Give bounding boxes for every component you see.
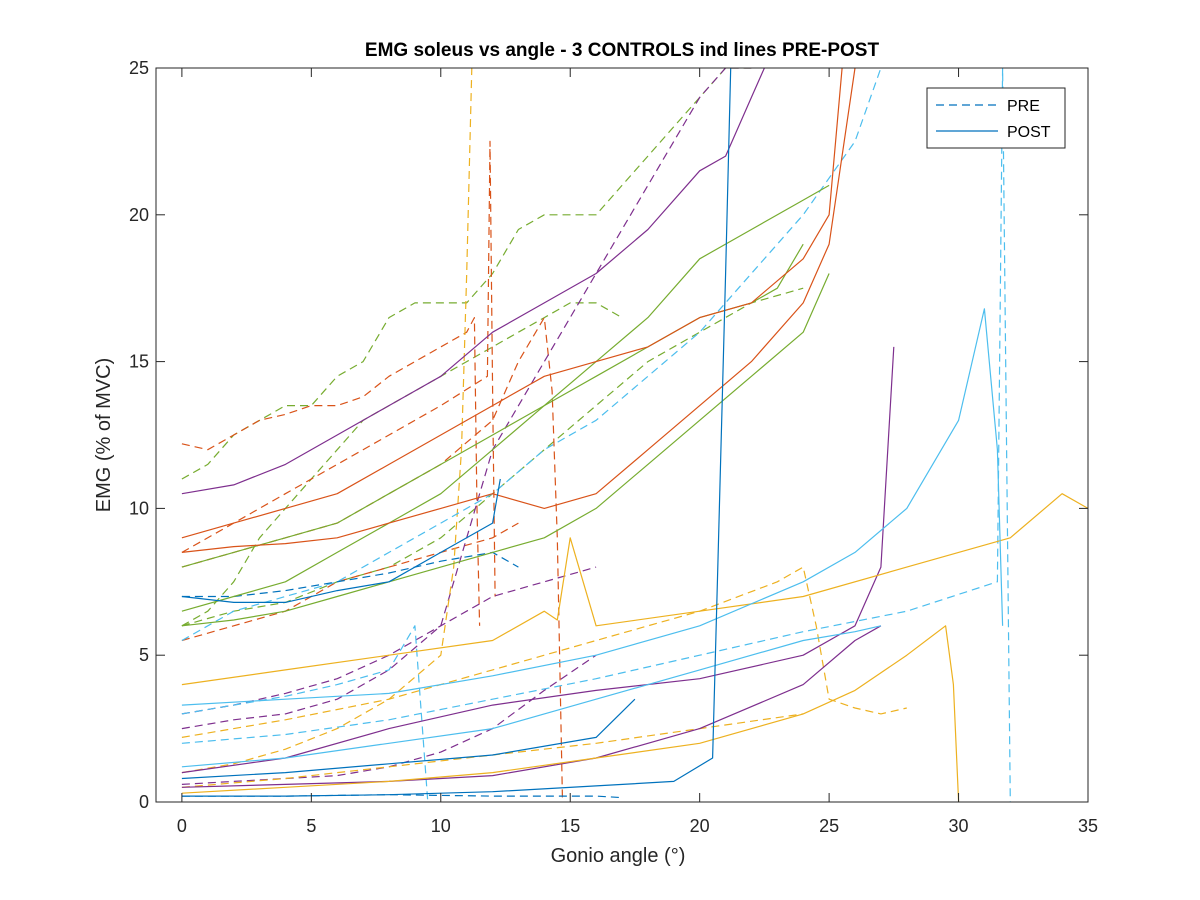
legend: PRE POST [926, 87, 1066, 149]
legend-label-pre: PRE [1007, 98, 1040, 115]
x-axis-label: Gonio angle (°) [551, 845, 686, 867]
y-axis-label: EMG (% of MVC) [93, 358, 115, 512]
axes-layer: 0 5 10 15 20 25 30 35 0 5 10 15 20 25 [129, 58, 1098, 836]
x-tick-label-3: 15 [560, 816, 580, 836]
series-line-16-dashed [181, 551, 519, 598]
y-tick-label-5: 25 [129, 58, 149, 78]
series-line-4-dashed [181, 140, 496, 597]
series-line-26-solid [181, 493, 1088, 686]
series-line-6-dashed [181, 522, 519, 642]
series-line-28-solid [181, 308, 1004, 706]
series-line-27-solid [181, 625, 960, 802]
x-tick-label-4: 20 [690, 816, 710, 836]
x-tick-label-6: 30 [949, 816, 969, 836]
y-tick-label-1: 5 [139, 645, 149, 665]
series-line-10-dashed [181, 68, 473, 774]
series-line-3-dashed [181, 317, 481, 626]
series-line-29-solid [181, 625, 882, 768]
series-line-20-solid [181, 273, 830, 627]
series-line-0-dashed [181, 68, 752, 480]
x-tick-label-2: 10 [431, 816, 451, 836]
y-tick-label-0: 0 [139, 792, 149, 812]
y-tick-label-3: 15 [129, 352, 149, 372]
series-line-8-dashed [181, 68, 752, 730]
x-tick-label-1: 5 [306, 816, 316, 836]
y-tick-label-4: 20 [129, 205, 149, 225]
chart-title: EMG soleus vs angle - 3 CONTROLS ind lin… [365, 40, 880, 61]
series-line-32-solid [181, 698, 636, 780]
series-layer [181, 68, 1088, 802]
legend-box [926, 87, 1066, 149]
series-line-14-dashed [181, 68, 1011, 802]
series-line-23-solid [181, 68, 765, 495]
series-line-13-dashed [181, 68, 882, 642]
series-line-11-dashed [181, 566, 907, 738]
x-tick-label-5: 25 [819, 816, 839, 836]
series-line-17-dashed [181, 794, 623, 799]
series-line-30-solid [181, 478, 501, 604]
series-line-22-solid [181, 68, 856, 553]
plot-area [156, 68, 1088, 802]
legend-label-post: POST [1007, 124, 1051, 141]
series-line-15-dashed [181, 625, 429, 802]
x-tick-label-0: 0 [177, 816, 187, 836]
y-tick-label-2: 10 [129, 498, 149, 518]
series-line-21-solid [181, 68, 843, 539]
axes-box [155, 67, 1089, 803]
series-line-31-solid [181, 68, 732, 797]
x-tick-label-7: 35 [1078, 816, 1098, 836]
series-line-18-solid [181, 184, 830, 612]
